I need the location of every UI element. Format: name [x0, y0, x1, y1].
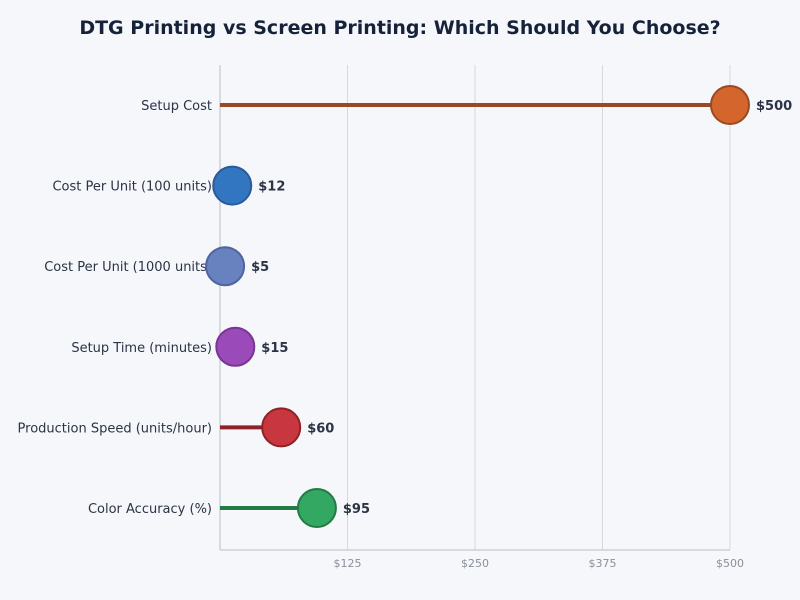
lollipop-dot	[710, 85, 750, 125]
x-tick-label: $500	[716, 557, 744, 570]
x-tick-label: $375	[589, 557, 617, 570]
lollipop-dot	[261, 407, 302, 448]
chart-title: DTG Printing vs Screen Printing: Which S…	[79, 17, 720, 39]
category-label: Cost Per Unit (1000 units)	[44, 260, 212, 275]
lollipop-dot	[215, 326, 256, 367]
category-label: Cost Per Unit (100 units)	[52, 180, 212, 195]
marks: Setup Cost $500 Cost Per Unit (100 units) $…	[18, 85, 792, 528]
lollipop-dot	[296, 488, 337, 528]
value-label: $12	[258, 180, 285, 195]
lollipop-dot	[212, 165, 253, 206]
x-tick-label: $125	[334, 557, 362, 570]
x-tick-label: $250	[461, 557, 489, 570]
value-label: $15	[261, 341, 288, 356]
category-label: Color Accuracy (%)	[88, 502, 212, 517]
grid: $125 $250 $375 $500	[219, 65, 744, 570]
value-label: $500	[756, 99, 792, 114]
lollipop-dot	[205, 246, 246, 287]
value-label: $60	[307, 421, 334, 436]
category-label: Setup Cost	[141, 99, 212, 114]
category-label: Setup Time (minutes)	[71, 341, 212, 356]
value-label: $95	[343, 502, 370, 517]
category-label: Production Speed (units/hour)	[18, 421, 212, 436]
value-label: $5	[251, 260, 269, 275]
